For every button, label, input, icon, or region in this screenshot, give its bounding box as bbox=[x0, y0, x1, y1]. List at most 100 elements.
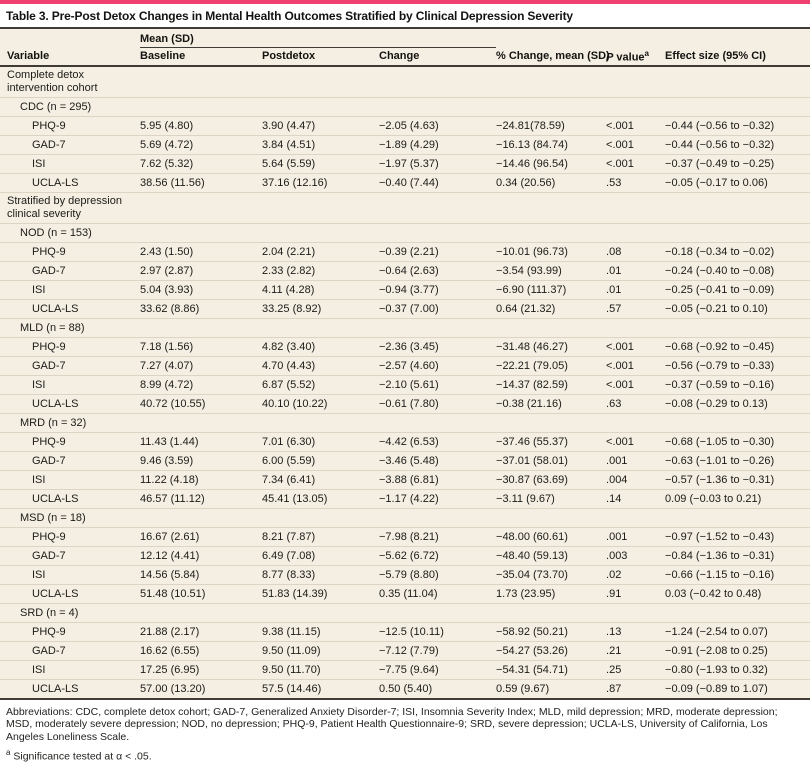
table-row: PHQ-9 21.88 (2.17) 9.38 (11.15) −12.5 (10.1… bbox=[0, 622, 810, 642]
significance-footnote: a Significance tested at α < .05. bbox=[6, 747, 802, 763]
p-value-cell: .08 bbox=[606, 242, 666, 262]
effect-size-cell: 0.03 (−0.42 to 0.48) bbox=[665, 584, 810, 604]
postdetox-cell: 6.49 (7.08) bbox=[262, 546, 379, 566]
change-cell: −0.39 (2.21) bbox=[379, 242, 497, 262]
p-value-cell: .004 bbox=[606, 470, 666, 490]
p-value-cell: .13 bbox=[606, 622, 666, 642]
postdetox-cell: 4.82 (3.40) bbox=[262, 337, 379, 357]
change-cell: −0.94 (3.77) bbox=[379, 280, 497, 300]
table-row: UCLA-LS 51.48 (10.51) 51.83 (14.39) 0.35 (1… bbox=[0, 584, 810, 604]
p-value-cell: <.001 bbox=[606, 337, 666, 357]
effect-size-cell: −0.18 (−0.34 to −0.02) bbox=[665, 242, 810, 262]
variable-cell: GAD-7 bbox=[0, 546, 140, 566]
table-row: GAD-7 2.97 (2.87) 2.33 (2.82) −0.64 (2.63) −… bbox=[0, 261, 810, 281]
table-row: UCLA-LS 38.56 (11.56) 37.16 (12.16) −0.40 (… bbox=[0, 173, 810, 193]
postdetox-cell: 45.41 (13.05) bbox=[262, 489, 379, 509]
variable-cell: PHQ-9 bbox=[0, 116, 140, 136]
baseline-cell: 5.95 (4.80) bbox=[140, 116, 262, 136]
effect-size-cell: −0.05 (−0.17 to 0.06) bbox=[665, 173, 810, 193]
effect-size-cell: 0.09 (−0.03 to 0.21) bbox=[665, 489, 810, 509]
subsection-row: MSD (n = 18) bbox=[0, 508, 810, 528]
pct-change-cell: 0.34 (20.56) bbox=[496, 173, 607, 193]
subsection-row: CDC (n = 295) bbox=[0, 97, 810, 117]
change-cell: −7.98 (8.21) bbox=[379, 527, 497, 547]
pct-change-cell: −37.01 (58.01) bbox=[496, 451, 607, 471]
table-row: ISI 8.99 (4.72) 6.87 (5.52) −2.10 (5.61) −14… bbox=[0, 375, 810, 395]
postdetox-cell: 2.04 (2.21) bbox=[262, 242, 379, 262]
baseline-cell: 11.22 (4.18) bbox=[140, 470, 262, 490]
postdetox-cell: 6.00 (5.59) bbox=[262, 451, 379, 471]
subsection-label: MLD (n = 88) bbox=[0, 318, 810, 338]
variable-cell: GAD-7 bbox=[0, 135, 140, 155]
postdetox-cell: 37.16 (12.16) bbox=[262, 173, 379, 193]
p-value-cell: <.001 bbox=[606, 356, 666, 376]
mean-sd-group-row: Mean (SD) bbox=[0, 29, 810, 48]
effect-size-cell: −0.25 (−0.41 to −0.09) bbox=[665, 280, 810, 300]
variable-cell: GAD-7 bbox=[0, 451, 140, 471]
baseline-cell: 16.67 (2.61) bbox=[140, 527, 262, 547]
col-header-variable: Variable bbox=[0, 47, 140, 67]
variable-cell: PHQ-9 bbox=[0, 242, 140, 262]
change-cell: −7.75 (9.64) bbox=[379, 660, 497, 680]
empty-header-cell bbox=[0, 29, 140, 47]
p-value-cell: <.001 bbox=[606, 154, 666, 174]
section-label: Complete detox intervention cohort bbox=[0, 66, 810, 98]
section-label-text: Stratified by depression clinical severi… bbox=[7, 195, 122, 220]
baseline-cell: 2.97 (2.87) bbox=[140, 261, 262, 281]
title-area: Table 3. Pre-Post Detox Changes in Menta… bbox=[0, 4, 810, 27]
title-rule bbox=[0, 27, 810, 29]
postdetox-cell: 33.25 (8.92) bbox=[262, 299, 379, 319]
effect-size-cell: −0.05 (−0.21 to 0.10) bbox=[665, 299, 810, 319]
table-row: GAD-7 9.46 (3.59) 6.00 (5.59) −3.46 (5.48) −… bbox=[0, 451, 810, 471]
pct-change-cell: −48.40 (59.13) bbox=[496, 546, 607, 566]
col-header-postdetox: Postdetox bbox=[262, 47, 379, 67]
table-row: ISI 7.62 (5.32) 5.64 (5.59) −1.97 (5.37) −14… bbox=[0, 154, 810, 174]
table-row: ISI 17.25 (6.95) 9.50 (11.70) −7.75 (9.64) −… bbox=[0, 660, 810, 680]
baseline-cell: 14.56 (5.84) bbox=[140, 565, 262, 585]
effect-size-cell: −0.09 (−0.89 to 1.07) bbox=[665, 679, 810, 699]
pct-change-cell: −58.92 (50.21) bbox=[496, 622, 607, 642]
effect-size-cell: −0.56 (−0.79 to −0.33) bbox=[665, 356, 810, 376]
baseline-cell: 9.46 (3.59) bbox=[140, 451, 262, 471]
p-value-cell: <.001 bbox=[606, 135, 666, 155]
variable-cell: ISI bbox=[0, 280, 140, 300]
variable-cell: UCLA-LS bbox=[0, 173, 140, 193]
change-cell: −4.42 (6.53) bbox=[379, 432, 497, 452]
mean-sd-group-header: Mean (SD) bbox=[140, 29, 497, 48]
table-row: UCLA-LS 46.57 (11.12) 45.41 (13.05) −1.17 (… bbox=[0, 489, 810, 509]
subsection-row: SRD (n = 4) bbox=[0, 603, 810, 623]
variable-cell: UCLA-LS bbox=[0, 679, 140, 699]
change-cell: −0.61 (7.80) bbox=[379, 394, 497, 414]
change-cell: 0.50 (5.40) bbox=[379, 679, 497, 699]
change-cell: −1.17 (4.22) bbox=[379, 489, 497, 509]
subsection-label: SRD (n = 4) bbox=[0, 603, 810, 623]
variable-cell: ISI bbox=[0, 154, 140, 174]
col-header-baseline: Baseline bbox=[140, 47, 262, 67]
pct-change-cell: −31.48 (46.27) bbox=[496, 337, 607, 357]
change-cell: −2.36 (3.45) bbox=[379, 337, 497, 357]
baseline-cell: 40.72 (10.55) bbox=[140, 394, 262, 414]
baseline-cell: 12.12 (4.41) bbox=[140, 546, 262, 566]
p-value-cell: .003 bbox=[606, 546, 666, 566]
variable-cell: UCLA-LS bbox=[0, 489, 140, 509]
baseline-cell: 17.25 (6.95) bbox=[140, 660, 262, 680]
table-row: PHQ-9 5.95 (4.80) 3.90 (4.47) −2.05 (4.63) −… bbox=[0, 116, 810, 136]
effect-size-cell: −0.68 (−0.92 to −0.45) bbox=[665, 337, 810, 357]
baseline-cell: 11.43 (1.44) bbox=[140, 432, 262, 452]
abbreviations-note: Abbreviations: CDC, complete detox cohor… bbox=[6, 705, 778, 743]
pct-change-cell: −37.46 (55.37) bbox=[496, 432, 607, 452]
change-cell: −5.62 (6.72) bbox=[379, 546, 497, 566]
table-row: PHQ-9 2.43 (1.50) 2.04 (2.21) −0.39 (2.21) −… bbox=[0, 242, 810, 262]
pct-change-cell: −3.11 (9.67) bbox=[496, 489, 607, 509]
table-row: GAD-7 16.62 (6.55) 9.50 (11.09) −7.12 (7.79… bbox=[0, 641, 810, 661]
variable-cell: GAD-7 bbox=[0, 356, 140, 376]
p-value-cell: .01 bbox=[606, 261, 666, 281]
p-value-cell: .01 bbox=[606, 280, 666, 300]
p-value-cell: <.001 bbox=[606, 432, 666, 452]
section-row: Complete detox intervention cohort bbox=[0, 66, 810, 98]
effect-size-cell: −0.37 (−0.49 to −0.25) bbox=[665, 154, 810, 174]
p-value-footnote-marker: a bbox=[644, 48, 649, 58]
col-header-effect-size: Effect size (95% CI) bbox=[665, 47, 810, 67]
p-value-cell: .001 bbox=[606, 527, 666, 547]
postdetox-cell: 3.84 (4.51) bbox=[262, 135, 379, 155]
